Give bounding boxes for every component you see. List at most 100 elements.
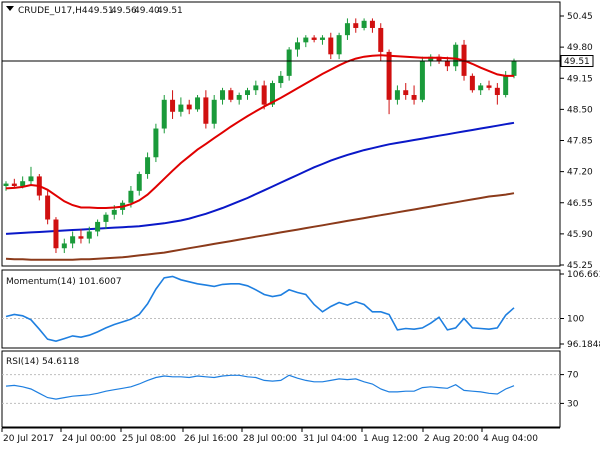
candle-body xyxy=(494,87,500,96)
candle xyxy=(103,212,109,230)
candle xyxy=(145,152,151,179)
momentum-tick-label: 96.1848 xyxy=(567,340,600,350)
candle-body xyxy=(236,95,242,100)
candle-body xyxy=(170,99,176,112)
candle-body xyxy=(403,90,409,96)
sma-fast-line xyxy=(5,54,514,209)
candle-body xyxy=(103,214,109,222)
candle xyxy=(228,87,234,103)
candle xyxy=(186,99,192,115)
candle-body xyxy=(394,90,400,100)
price-tick-label: 45.25 xyxy=(567,261,593,271)
time-tick-label: 4 Aug 04:00 xyxy=(483,434,538,444)
rsi-panel[interactable]: 70 30 RSI(14) 54.6118 xyxy=(1,350,579,428)
price-tick-label: 50.45 xyxy=(567,12,593,22)
candle-body xyxy=(369,20,375,28)
symbol-name: CRUDE_U17,H4 xyxy=(18,6,88,16)
candle xyxy=(153,123,159,163)
candle-body xyxy=(78,236,84,239)
candle-body xyxy=(353,23,359,28)
momentum-panel[interactable]: 106.6618 100 96.1848 Momentum(14) 101.6007 xyxy=(1,269,600,350)
candle-body xyxy=(503,75,509,96)
candle-body xyxy=(136,174,142,191)
candle xyxy=(45,190,51,225)
candle xyxy=(136,171,142,196)
momentum-tick-label: 106.6618 xyxy=(567,270,600,280)
current-price-box xyxy=(560,55,594,68)
candle-body xyxy=(444,61,450,67)
candle-body xyxy=(45,195,51,220)
collapse-arrow-icon[interactable] xyxy=(6,6,14,11)
time-tick-label: 1 Aug 12:00 xyxy=(363,434,418,444)
rsi-tick-label: 70 xyxy=(567,371,579,381)
momentum-label: Momentum(14) 101.6007 xyxy=(6,277,122,287)
price-tick-label: 47.85 xyxy=(567,137,593,147)
candle-body xyxy=(245,90,251,96)
candle-body xyxy=(145,157,151,175)
symbol-header: CRUDE_U17,H4 49.51 49.56 49.40 49.51 xyxy=(6,6,183,16)
candle xyxy=(28,166,34,186)
candle-body xyxy=(453,44,459,67)
sma-fast-layer xyxy=(5,54,514,209)
candle-body xyxy=(253,85,259,91)
candle-body xyxy=(469,75,475,91)
rsi-tick-label: 30 xyxy=(567,399,579,409)
candle xyxy=(178,97,184,117)
rsi-axis: 70 30 xyxy=(2,371,579,409)
candle-body xyxy=(336,35,342,55)
candle xyxy=(170,90,176,119)
current-price-label: 49.51 xyxy=(564,57,590,67)
candle xyxy=(344,18,350,40)
candle-body xyxy=(328,37,334,55)
candle xyxy=(303,35,309,48)
time-tick-label: 2 Aug 20:00 xyxy=(424,434,479,444)
candle xyxy=(353,18,359,33)
candle xyxy=(220,87,226,105)
candle xyxy=(311,35,317,43)
candle-body xyxy=(195,97,201,110)
price-axis: 50.45 49.80 49.15 48.50 47.85 47.20 46.55 45.90… xyxy=(560,12,593,271)
price-tick-label: 45.90 xyxy=(567,230,593,240)
time-axis: 20 Jul 2017 24 Jul 00:00 25 Jul 08:00 26 Ju… xyxy=(1,427,560,444)
rsi-line xyxy=(5,374,515,400)
price-tick-label: 46.55 xyxy=(567,199,593,209)
price-panel[interactable]: 50.45 49.80 49.15 48.50 47.85 47.20 46.55 45.90… xyxy=(1,1,594,271)
candle xyxy=(261,80,267,110)
candle-body xyxy=(186,104,192,110)
header-high: 49.56 xyxy=(111,6,137,16)
time-tick-label: 28 Jul 00:00 xyxy=(243,434,297,444)
momentum-line xyxy=(5,275,515,343)
candle-body xyxy=(61,243,67,249)
candle xyxy=(211,95,217,129)
candle-body xyxy=(386,51,392,100)
price-tick-label: 49.80 xyxy=(567,43,593,53)
candle-body xyxy=(378,27,384,52)
candle-body xyxy=(11,183,17,186)
candle-body xyxy=(153,128,159,158)
candle xyxy=(11,178,17,189)
candle-body xyxy=(319,37,325,40)
header-low: 49.40 xyxy=(134,6,160,16)
header-open: 49.51 xyxy=(88,6,114,16)
sma-slow-line xyxy=(5,192,515,261)
candle xyxy=(78,229,84,244)
candle-body xyxy=(278,75,284,84)
time-tick-label: 24 Jul 00:00 xyxy=(62,434,116,444)
candle-body xyxy=(261,85,267,105)
candle-body xyxy=(53,219,59,249)
candle-body xyxy=(86,231,92,239)
candle xyxy=(403,83,409,100)
candle-body xyxy=(203,97,209,124)
price-panel-frame xyxy=(1,1,561,267)
candle-body xyxy=(344,23,350,36)
candle xyxy=(86,226,92,244)
candle xyxy=(61,238,67,254)
candle xyxy=(411,85,417,105)
rsi-panel-frame xyxy=(1,350,561,428)
candle xyxy=(319,35,325,45)
candle-body xyxy=(111,209,117,215)
candle-body xyxy=(511,61,517,76)
time-tick-label: 31 Jul 04:00 xyxy=(303,434,357,444)
